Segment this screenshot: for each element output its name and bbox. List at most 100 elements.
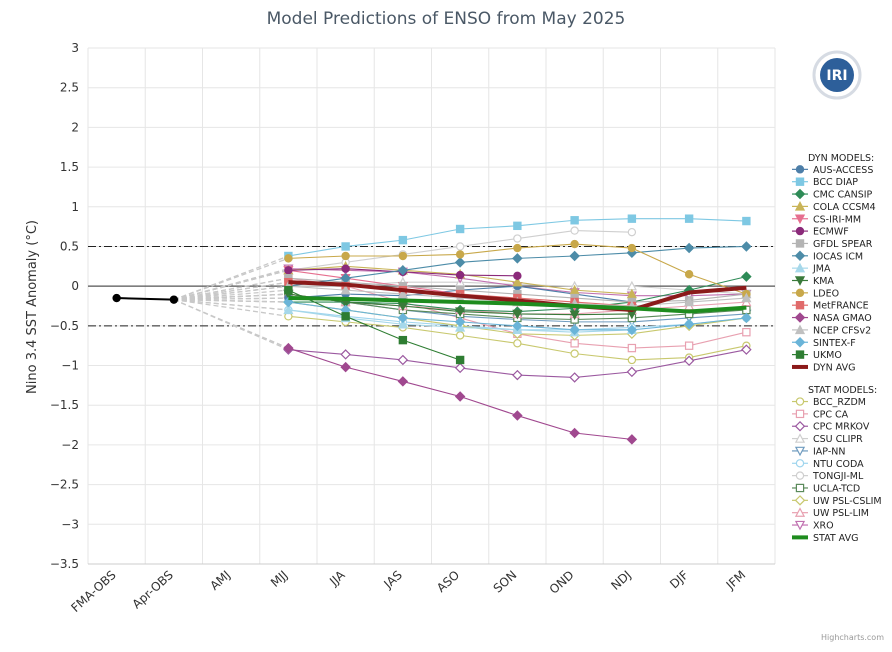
y-tick-label: 0 <box>71 279 79 293</box>
legend-label: UCLA-TCD <box>813 483 860 494</box>
data-point <box>454 391 466 402</box>
data-point <box>397 318 408 329</box>
legend-marker <box>794 507 806 517</box>
data-point <box>684 214 694 223</box>
connector-line <box>173 277 289 301</box>
connector-line <box>173 299 289 311</box>
data-point <box>570 239 579 249</box>
data-point <box>397 288 408 299</box>
x-tick-label: JAS <box>381 568 405 592</box>
legend-stat-header: STAT MODELS: <box>808 385 877 396</box>
legend-item-gfdl-spear: GFDL SPEAR <box>792 239 873 250</box>
legend-label: JMA <box>812 264 831 275</box>
connector-line <box>173 298 289 303</box>
data-point <box>742 216 751 226</box>
legend-label: UKMO <box>813 350 842 361</box>
data-point <box>741 292 752 303</box>
legend-item-stat-avg: STAT AVG <box>792 533 858 544</box>
data-point <box>512 276 523 287</box>
legend-label: CMC CANSIP <box>813 190 873 201</box>
legend-item-cmc-cansip: CMC CANSIP <box>792 188 873 201</box>
legend-label: NASA GMAO <box>813 313 872 324</box>
x-tick-labels: FMA-OBS Apr-OBS AMJ MJJ JJA JAS ASO SON OND NDJ DJ… <box>68 567 748 615</box>
data-point <box>684 270 694 279</box>
data-point <box>627 227 637 237</box>
data-point <box>283 304 294 315</box>
data-point <box>512 253 523 264</box>
y-tick-label: 2 <box>71 120 79 134</box>
legend-marker <box>794 446 806 457</box>
connector-line <box>173 281 289 301</box>
credits-text[interactable]: Highcharts.com <box>821 633 884 642</box>
legend-item-ntu-coda: NTU CODA <box>792 459 864 470</box>
data-point <box>569 324 580 336</box>
legend-label: BCC DIAP <box>813 177 858 188</box>
connector-line <box>173 299 289 351</box>
legend-label: AUS-ACCESS <box>813 165 873 176</box>
series-dyn-avg <box>288 280 747 312</box>
legend-marker <box>795 165 805 174</box>
legend-marker <box>795 239 805 248</box>
data-point <box>626 288 637 299</box>
connector-line <box>173 299 289 317</box>
legend-marker <box>795 177 805 186</box>
y-tick-label: −2.5 <box>50 478 79 492</box>
x-tick-label: OND <box>547 568 577 597</box>
legend-label: TONGJI-ML <box>812 471 864 482</box>
data-point <box>284 266 293 275</box>
legend-item-jma: JMA <box>792 262 831 275</box>
legend-marker <box>794 312 806 323</box>
legend-item-ucla-tcd: UCLA-TCD <box>792 483 860 494</box>
y-tick-label: −2 <box>61 438 79 452</box>
y-tick-label: 3 <box>71 41 79 55</box>
legend-marker <box>794 520 806 531</box>
data-point <box>397 265 409 276</box>
data-point <box>513 243 522 253</box>
legend-item-bcc-rzdm: BCC_RZDM <box>792 397 866 408</box>
legend-marker <box>794 276 806 286</box>
x-tick-label: NDJ <box>608 568 634 593</box>
legend-label: NTU CODA <box>813 459 864 470</box>
x-tick-label: FMA-OBS <box>68 568 118 615</box>
average-line <box>288 280 747 312</box>
x-tick-label: DJF <box>667 568 691 592</box>
legend-label: CPC CA <box>813 409 849 420</box>
data-point <box>683 242 695 254</box>
data-point <box>341 264 350 273</box>
legend-marker <box>795 350 805 359</box>
data-point <box>684 296 695 307</box>
legend-label: IAP-NN <box>813 446 845 457</box>
legend-item-kma: KMA <box>792 276 834 287</box>
data-point <box>569 250 580 262</box>
data-point <box>340 284 351 295</box>
data-point <box>398 251 408 261</box>
y-tick-labels: 3 2.5 2 1.5 1 0.5 0 −0.5 −1 −1.5 −2 −2.5 −3 −3.5 <box>50 41 79 571</box>
data-point <box>569 284 580 295</box>
y-tick-label: −3.5 <box>50 557 79 571</box>
series-layer <box>112 214 752 445</box>
connector-line <box>173 293 289 301</box>
data-point <box>340 361 351 373</box>
legend-label: KMA <box>813 276 834 287</box>
data-point <box>513 234 522 243</box>
legend-label: IOCAS ICM <box>813 251 863 262</box>
data-point <box>627 343 637 353</box>
legend-label: DYN AVG <box>813 362 855 373</box>
data-point <box>455 270 465 280</box>
legend-marker <box>795 483 805 493</box>
legend-label: SINTEX-F <box>813 338 856 349</box>
series-ldeo <box>284 239 751 299</box>
legend-marker <box>794 201 806 211</box>
legend-item-ecmwf: ECMWF <box>792 227 849 238</box>
legend-marker <box>795 288 805 298</box>
data-point <box>283 296 294 308</box>
data-point <box>569 427 580 439</box>
legend-item-uw-psl-cslim: UW PSL-CSLIM <box>792 495 882 507</box>
y-tick-label: −1.5 <box>50 398 79 412</box>
legend-marker <box>795 301 805 310</box>
data-point <box>284 254 293 263</box>
x-tick-label: JFM <box>723 568 749 593</box>
legend-item-csu-clipr: CSU CLIPR <box>792 433 863 445</box>
data-point <box>454 316 466 328</box>
legend-item-uw-psl-lim: UW PSL-LIM <box>792 507 869 519</box>
